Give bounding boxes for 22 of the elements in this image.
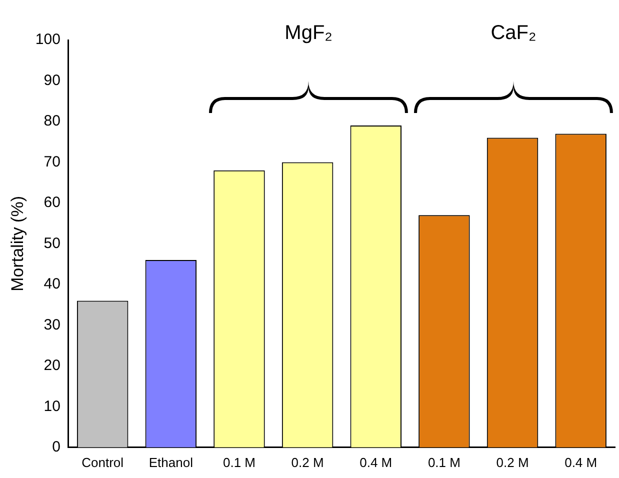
x-tick-label: 0.4 M xyxy=(360,454,392,470)
y-tick-label: 10 xyxy=(44,398,60,415)
x-tick-label: 0.1 M xyxy=(428,454,460,470)
x-tick-label: Ethanol xyxy=(148,454,194,470)
y-tick-label: 100 xyxy=(35,31,60,48)
x-tick-label: 0.2 M xyxy=(291,454,324,470)
x-tick-label: 0.1 M xyxy=(222,454,256,470)
y-tick-label: 50 xyxy=(44,234,60,252)
y-tick-label: 40 xyxy=(44,276,60,293)
y-tick-label: 80 xyxy=(44,112,60,130)
y-tick-label: 60 xyxy=(44,194,60,212)
annotation: CaF₂ xyxy=(490,22,536,45)
annotation: MgF₂ xyxy=(284,22,332,45)
y-tick-label: 90 xyxy=(44,72,60,89)
y-tick-label: 0 xyxy=(52,438,60,456)
y-tick-label: 20 xyxy=(44,357,60,374)
x-tick-label: Control xyxy=(82,454,124,470)
x-tick-label: 0.2 M xyxy=(496,454,529,470)
x-tick-label: 0.4 M xyxy=(564,454,598,470)
y-tick-label: 70 xyxy=(44,153,60,170)
y-axis-title: Mortality (%) xyxy=(8,196,27,292)
y-tick-label: 30 xyxy=(44,316,60,334)
